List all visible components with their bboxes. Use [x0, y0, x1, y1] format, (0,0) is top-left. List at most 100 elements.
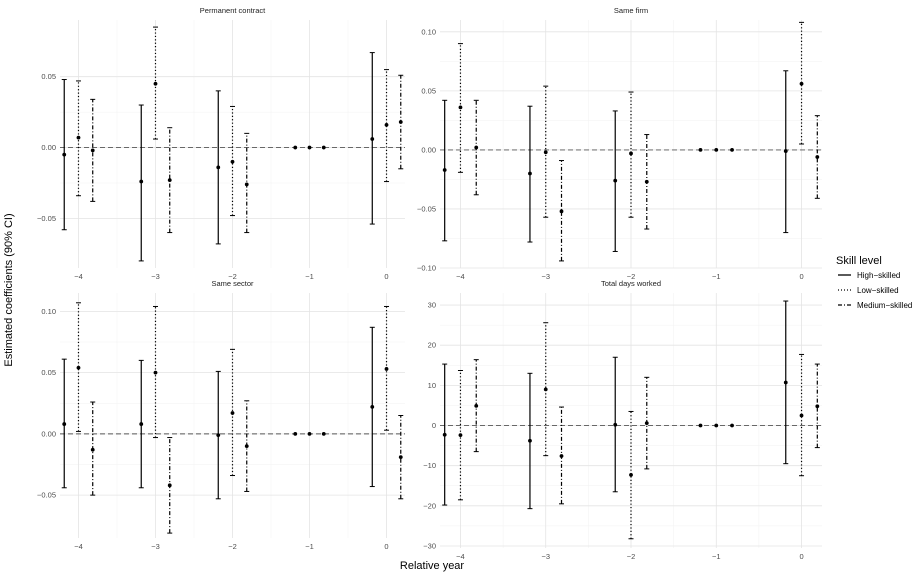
point-estimate-high-skilled [613, 422, 618, 427]
point-estimate-medium-skilled [90, 148, 95, 153]
point-estimate-low-skilled [384, 122, 389, 127]
point-estimate-medium-skilled [815, 155, 820, 159]
y-tick-label: 0.00 [421, 145, 436, 154]
y-tick-label: −20 [423, 501, 436, 510]
x-tick-label: −2 [228, 272, 237, 281]
point-estimate-medium-skilled [167, 178, 172, 183]
point-estimate-low-skilled [153, 81, 158, 86]
y-tick-label: 0.10 [41, 307, 56, 316]
legend-label-high-skilled: High−skilled [857, 271, 900, 280]
point-estimate-low-skilled [153, 370, 158, 375]
point-estimate-low-skilled [384, 367, 389, 371]
y-axis-label: Estimated coefficients (90% CI) [3, 213, 15, 366]
y-tick-label: −0.05 [37, 214, 56, 223]
point-estimate-medium-skilled [398, 120, 403, 124]
point-estimate-high-skilled [528, 438, 532, 443]
point-estimate-high-skilled [613, 178, 618, 183]
point-estimate-medium-skilled [644, 421, 649, 426]
point-estimate-high-skilled [62, 152, 67, 157]
x-tick-label: 0 [799, 552, 803, 561]
point-estimate-low-skilled [799, 81, 804, 86]
y-tick-label: 0.10 [421, 27, 436, 36]
point-estimate-high-skilled [783, 149, 788, 153]
point-estimate-high-skilled [62, 422, 67, 426]
point-estimate-low-skilled [799, 413, 804, 418]
legend-label-medium-skilled: Medium−skilled [857, 301, 912, 310]
x-tick-label: −4 [456, 272, 465, 281]
point-estimate-low-skilled [629, 473, 633, 477]
point-estimate-medium-skilled [167, 483, 172, 488]
y-tick-label: 0 [432, 421, 436, 430]
panel-1: Permanent contract −4 −3 −2 −1 0 −0.05 0.00 0.05 [37, 6, 405, 281]
x-tick-label: −3 [541, 552, 550, 561]
point-estimate-high-skilled [370, 405, 375, 409]
y-tick-label: −10 [423, 461, 436, 470]
point-estimate-medium-skilled [559, 454, 564, 458]
point-estimate-low-skilled [230, 159, 235, 164]
point-estimate-low-skilled [714, 148, 719, 152]
x-tick-label: −2 [627, 272, 636, 281]
x-tick-label: −4 [74, 542, 83, 551]
x-tick-label: −4 [74, 272, 83, 281]
point-estimate-high-skilled [698, 148, 703, 152]
y-tick-label: 0.05 [421, 86, 436, 95]
point-estimate-low-skilled [458, 433, 463, 438]
point-estimate-low-skilled [714, 423, 719, 428]
point-estimate-low-skilled [230, 411, 235, 415]
x-tick-label: −2 [228, 542, 237, 551]
x-tick-label: −1 [712, 272, 721, 281]
x-tick-label: −1 [712, 552, 721, 561]
x-tick-label: −1 [305, 542, 314, 551]
point-estimate-low-skilled [629, 151, 633, 156]
y-tick-label: −0.05 [37, 491, 56, 500]
point-estimate-high-skilled [139, 179, 144, 184]
x-tick-label: 0 [384, 272, 388, 281]
y-tick-label: −0.10 [417, 264, 436, 273]
legend-title: Skill level [836, 255, 882, 267]
point-estimate-high-skilled [293, 431, 298, 436]
y-tick-label: 30 [428, 301, 436, 310]
point-estimate-high-skilled [528, 171, 532, 176]
point-estimate-high-skilled [783, 380, 788, 385]
panel-title: Same firm [614, 6, 648, 15]
y-tick-label: 20 [428, 341, 436, 350]
point-estimate-medium-skilled [559, 209, 564, 214]
point-estimate-medium-skilled [474, 145, 479, 150]
y-tick-label: 0.05 [41, 72, 56, 81]
point-estimate-medium-skilled [321, 145, 326, 150]
x-tick-label: −1 [305, 272, 314, 281]
y-tick-label: 0.05 [41, 368, 56, 377]
point-estimate-medium-skilled [815, 404, 820, 409]
x-tick-label: −3 [151, 272, 160, 281]
x-axis-label: Relative year [400, 560, 465, 572]
panel-4: Total days worked−4 −3 −2 −1 0−30−20−1001020… [423, 279, 822, 561]
point-estimate-high-skilled [216, 165, 221, 170]
x-tick-label: 0 [384, 542, 388, 551]
x-tick-label: 0 [799, 272, 803, 281]
y-tick-label: −0.05 [417, 204, 436, 213]
point-estimate-low-skilled [307, 431, 312, 436]
panel-2: Same firm −4 −3 −2 −1 0 −0.10 −0.05 0.00 0.05 0.10 [417, 6, 822, 281]
y-tick-label: 0.00 [41, 429, 56, 438]
panel-title: Same sector [211, 279, 254, 288]
legend: Skill level High−skilled Low−skilled Med… [836, 255, 912, 310]
panel-title: Total days worked [601, 279, 661, 288]
point-estimate-medium-skilled [244, 444, 249, 449]
panels: Permanent contract−4 −3 −2 −1 0−0.050.000.05… [37, 6, 822, 561]
point-estimate-high-skilled [442, 432, 447, 437]
point-estimate-medium-skilled [398, 455, 403, 460]
x-tick-label: −4 [456, 552, 465, 561]
point-estimate-medium-skilled [730, 148, 734, 152]
y-tick-label: 0.00 [41, 143, 56, 152]
x-tick-label: −3 [151, 542, 160, 551]
point-estimate-low-skilled [543, 150, 548, 155]
point-estimate-low-skilled [307, 145, 312, 150]
point-estimate-high-skilled [442, 168, 447, 172]
point-estimate-medium-skilled [90, 447, 95, 452]
x-tick-label: −3 [541, 272, 550, 281]
panel-title: Permanent contract [200, 6, 266, 15]
point-estimate-high-skilled [698, 423, 703, 428]
point-estimate-medium-skilled [730, 423, 734, 428]
point-estimate-low-skilled [76, 365, 81, 370]
